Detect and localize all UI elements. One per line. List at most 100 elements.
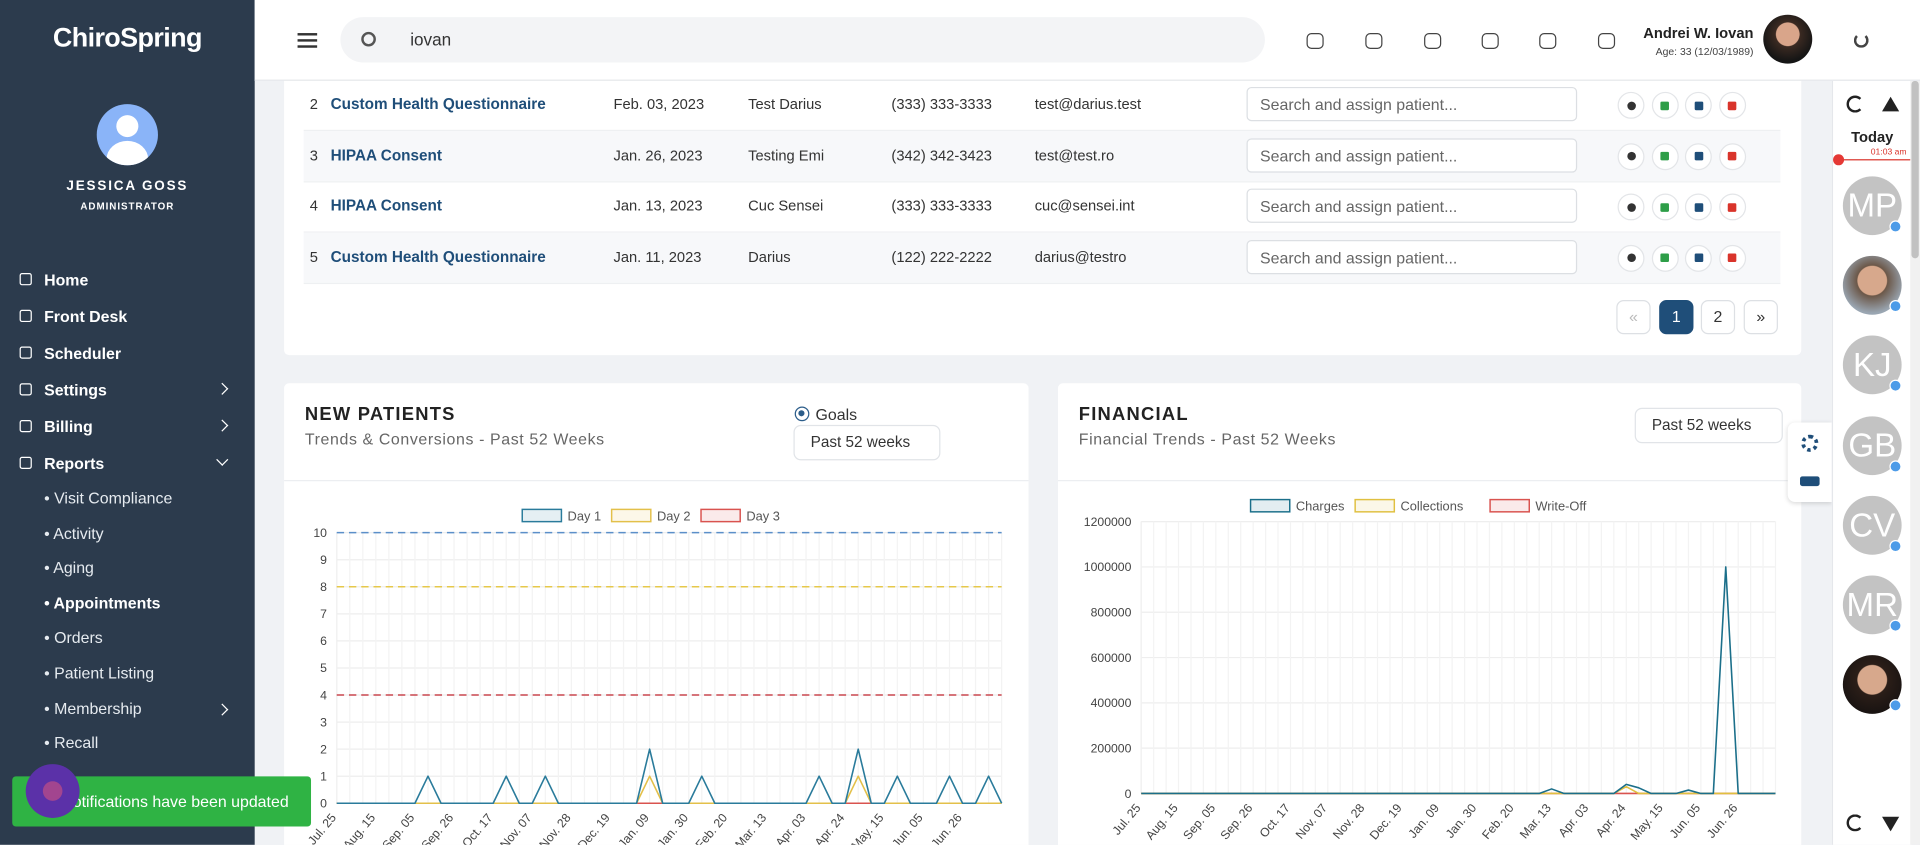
nav-item[interactable]: Reports (19, 451, 104, 475)
cell: Test Darius (748, 95, 822, 113)
action-assign[interactable] (1651, 244, 1679, 272)
assign-input[interactable]: Search and assign patient... (1246, 137, 1578, 173)
legend-swatch (610, 508, 652, 523)
x-tick-label: Jun. 26 (1704, 801, 1741, 841)
header-icon[interactable] (1539, 33, 1557, 49)
action-approve[interactable] (1684, 193, 1712, 221)
chat-bubble[interactable] (25, 764, 80, 818)
range-text: Past 52 weeks (1651, 416, 1752, 434)
sub-nav-item[interactable]: • Aging (44, 558, 94, 577)
x-tick-label: Oct. 17 (1257, 801, 1293, 840)
action-eye[interactable] (1617, 142, 1645, 170)
range-select[interactable]: Past 52 weeks (793, 424, 941, 461)
tool-shortcut[interactable] (1800, 476, 1820, 487)
action-delete[interactable] (1718, 244, 1746, 272)
row-divider (303, 180, 1781, 182)
scroll-up[interactable] (1882, 96, 1900, 112)
nav-item[interactable]: Settings (19, 377, 107, 401)
goals-radio[interactable] (794, 406, 810, 422)
header-icon[interactable] (1306, 33, 1324, 49)
page-button[interactable]: « (1616, 300, 1651, 335)
sub-nav-item[interactable]: • Visit Compliance (44, 488, 173, 507)
status-dot (1889, 300, 1902, 313)
nav-item[interactable]: Home (19, 267, 88, 291)
action-delete[interactable] (1718, 193, 1746, 221)
legend-swatch (1354, 498, 1396, 513)
menu-toggle[interactable] (297, 33, 318, 36)
cell: 2 (309, 95, 318, 113)
cell: test@darius.test (1034, 95, 1142, 113)
sub-nav-item[interactable]: • Recall (44, 733, 99, 752)
cell: test@test.ro (1034, 146, 1115, 164)
page-button[interactable]: » (1743, 300, 1778, 335)
action-eye[interactable] (1617, 193, 1645, 221)
refresh[interactable] (1846, 95, 1864, 113)
x-tick-label: May. 15 (848, 811, 886, 845)
assign-input[interactable]: Search and assign patient... (1246, 239, 1578, 274)
form-link[interactable]: Custom Health Questionnaire (330, 247, 546, 266)
search-text: iovan (410, 29, 452, 49)
search-box[interactable]: iovan (340, 17, 1265, 63)
nav-item[interactable]: Front Desk (19, 304, 127, 328)
time: 01:03 am (1870, 148, 1907, 157)
form-link[interactable]: HIPAA Consent (330, 197, 443, 215)
header-icon[interactable] (1424, 33, 1442, 49)
action-approve[interactable] (1684, 244, 1712, 272)
legend-label: Day 3 (746, 508, 780, 523)
goals-label: Goals (815, 405, 858, 424)
legend-label: Day 1 (568, 508, 602, 523)
assign-input[interactable]: Search and assign patient... (1246, 86, 1578, 122)
sidebar: ChiroSpring JESSICA GOSS ADMINISTRATOR N… (0, 0, 312, 845)
avatar[interactable]: KJ (1842, 335, 1902, 395)
x-tick-label: Oct. 17 (459, 811, 495, 845)
action-assign[interactable] (1651, 193, 1679, 221)
legend-swatch (1249, 498, 1291, 513)
form-link[interactable]: Custom Health Questionnaire (330, 95, 546, 113)
x-tick-label: Dec. 19 (575, 811, 613, 845)
header-icon[interactable] (1597, 33, 1616, 49)
range-select[interactable]: Past 52 weeks (1634, 407, 1783, 444)
action-approve[interactable] (1684, 142, 1712, 170)
y-tick-label: 4 (320, 688, 327, 702)
action-approve[interactable] (1684, 91, 1712, 119)
sub-nav-item[interactable]: • Activity (44, 524, 104, 543)
page-button[interactable]: 2 (1700, 300, 1736, 335)
avatar[interactable]: MR (1842, 575, 1902, 635)
cell: Testing Emi (748, 146, 825, 164)
x-tick-label: Jan. 09 (1405, 801, 1442, 841)
status-dot (1889, 460, 1902, 473)
series-line (336, 748, 1003, 805)
assign-input[interactable]: Search and assign patient... (1246, 188, 1578, 223)
patient-photo[interactable] (1763, 14, 1813, 64)
cell: Feb. 03, 2023 (613, 95, 705, 113)
action-delete[interactable] (1718, 142, 1746, 170)
sub-nav-item[interactable]: • Orders (44, 628, 103, 647)
x-tick-label: Sep. 05 (379, 811, 417, 845)
action-assign[interactable] (1651, 91, 1679, 119)
form-link[interactable]: HIPAA Consent (330, 146, 443, 164)
nav-item[interactable]: Scheduler (19, 340, 121, 364)
nav-item[interactable]: Billing (19, 414, 93, 438)
power-button[interactable] (1853, 33, 1869, 48)
sub-nav-item[interactable]: • Membership (44, 699, 142, 718)
x-tick-label: Apr. 24 (1593, 801, 1629, 840)
cell: (333) 333-3333 (891, 95, 992, 113)
tool-settings[interactable] (1801, 434, 1819, 452)
action-delete[interactable] (1718, 91, 1746, 119)
action-eye[interactable] (1617, 91, 1645, 119)
refresh[interactable] (1846, 814, 1864, 832)
header-icon[interactable] (1365, 33, 1383, 49)
sub-nav-item[interactable]: • Patient Listing (44, 663, 155, 683)
status-dot (1889, 220, 1902, 233)
header-icon[interactable] (1481, 33, 1499, 49)
page-button[interactable]: 1 (1659, 300, 1694, 335)
status-dot (1889, 699, 1902, 712)
y-tick-label: 7 (320, 607, 327, 621)
scroll-down[interactable] (1882, 816, 1900, 832)
sub-nav-item[interactable]: • Appointments (44, 593, 161, 613)
action-assign[interactable] (1651, 142, 1679, 170)
row-divider (303, 282, 1781, 284)
avatar[interactable]: CV (1842, 495, 1902, 555)
action-eye[interactable] (1617, 244, 1645, 272)
legend-label: Day 2 (657, 508, 691, 523)
